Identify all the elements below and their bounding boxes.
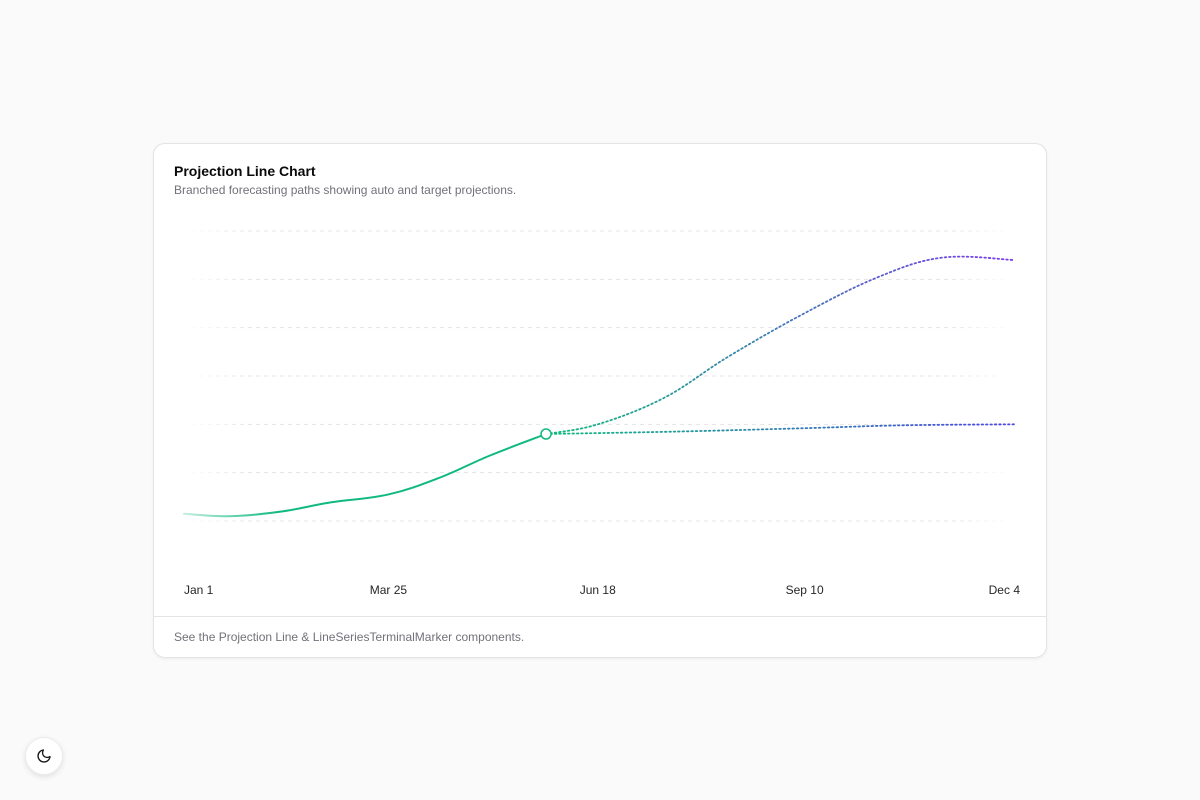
x-tick-label: Mar 25 <box>370 583 408 597</box>
x-tick-label: Jan 1 <box>184 583 214 597</box>
chart-area: Jan 1 Mar 25 Jun 18 Sep 10 Dec 4 <box>154 144 1046 614</box>
chart-description: Branched forecasting paths showing auto … <box>174 183 517 197</box>
series-layer <box>183 255 1015 518</box>
moon-icon <box>37 749 51 763</box>
projection-line-chart: Jan 1 Mar 25 Jun 18 Sep 10 Dec 4 <box>183 226 1020 597</box>
x-tick-label: Sep 10 <box>786 583 824 597</box>
footer-text: See the Projection Line & LineSeriesTerm… <box>174 630 525 644</box>
grid-fade-mask <box>184 226 1014 526</box>
grid-lines <box>184 226 1014 526</box>
terminal-marker[interactable] <box>540 428 552 440</box>
card-footer: See the Projection Line & LineSeriesTerm… <box>154 616 1046 657</box>
auto-projection-line <box>545 423 1015 435</box>
x-tick-label: Jun 18 <box>580 583 616 597</box>
target-projection-line <box>545 255 1015 435</box>
x-tick-label: Dec 4 <box>989 583 1021 597</box>
x-axis: Jan 1 Mar 25 Jun 18 Sep 10 Dec 4 <box>184 583 1020 597</box>
chart-card: Jan 1 Mar 25 Jun 18 Sep 10 Dec 4 Projection … <box>153 143 1047 658</box>
actual-series-line <box>183 433 548 518</box>
card-header: Projection Line Chart Branched forecasti… <box>174 163 1026 198</box>
chart-title: Projection Line Chart <box>174 163 316 179</box>
marker-layer <box>540 428 552 440</box>
theme-toggle-button[interactable] <box>25 737 63 775</box>
